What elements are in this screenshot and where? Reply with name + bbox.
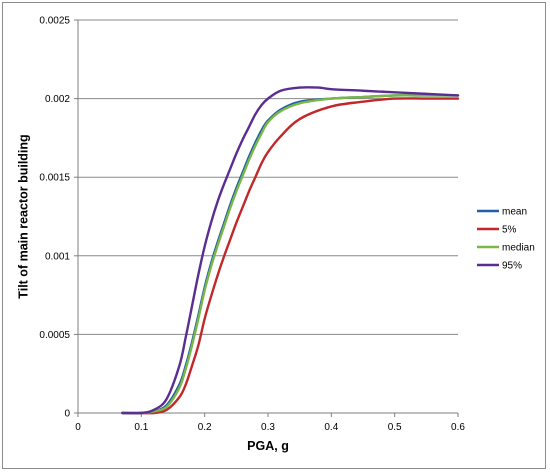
y-tick-label: 0.002 [45,94,70,105]
y-tick-label: 0.001 [45,251,70,262]
chart-frame [2,2,546,469]
x-axis-ticks: 0 0.1 0.2 0.3 0.4 0.5 0.6 [75,413,465,433]
x-tick-label: 0.2 [198,422,212,433]
x-tick-label: 0.4 [324,422,338,433]
x-tick-label: 0.5 [388,422,402,433]
series-line-1 [121,97,460,415]
legend: mean 5% median 95% [477,207,535,272]
series-lines [121,86,460,415]
x-tick-label: 0.1 [134,422,148,433]
y-axis-title: Tilt of main reactor building [16,134,30,298]
y-tick-label: 0.0015 [39,173,70,184]
y-axis-ticks: 0 0.0005 0.001 0.0015 0.002 0.0025 [39,16,78,420]
series-line-2 [121,94,460,415]
legend-label: mean [502,207,527,218]
legend-label: median [502,243,535,254]
axes [77,20,458,414]
x-tick-label: 0.3 [261,422,275,433]
x-tick-label: 0 [75,422,81,433]
legend-label: 95% [502,261,522,272]
series-line-0 [121,94,460,415]
y-tick-label: 0 [64,409,70,420]
x-tick-label: 0.6 [451,422,465,433]
y-tick-label: 0.0005 [39,330,70,341]
x-axis-title: PGA, g [247,439,289,453]
y-tick-label: 0.0025 [39,16,70,27]
series-line-3 [121,86,460,415]
gridlines [78,19,458,335]
legend-label: 5% [502,225,517,236]
